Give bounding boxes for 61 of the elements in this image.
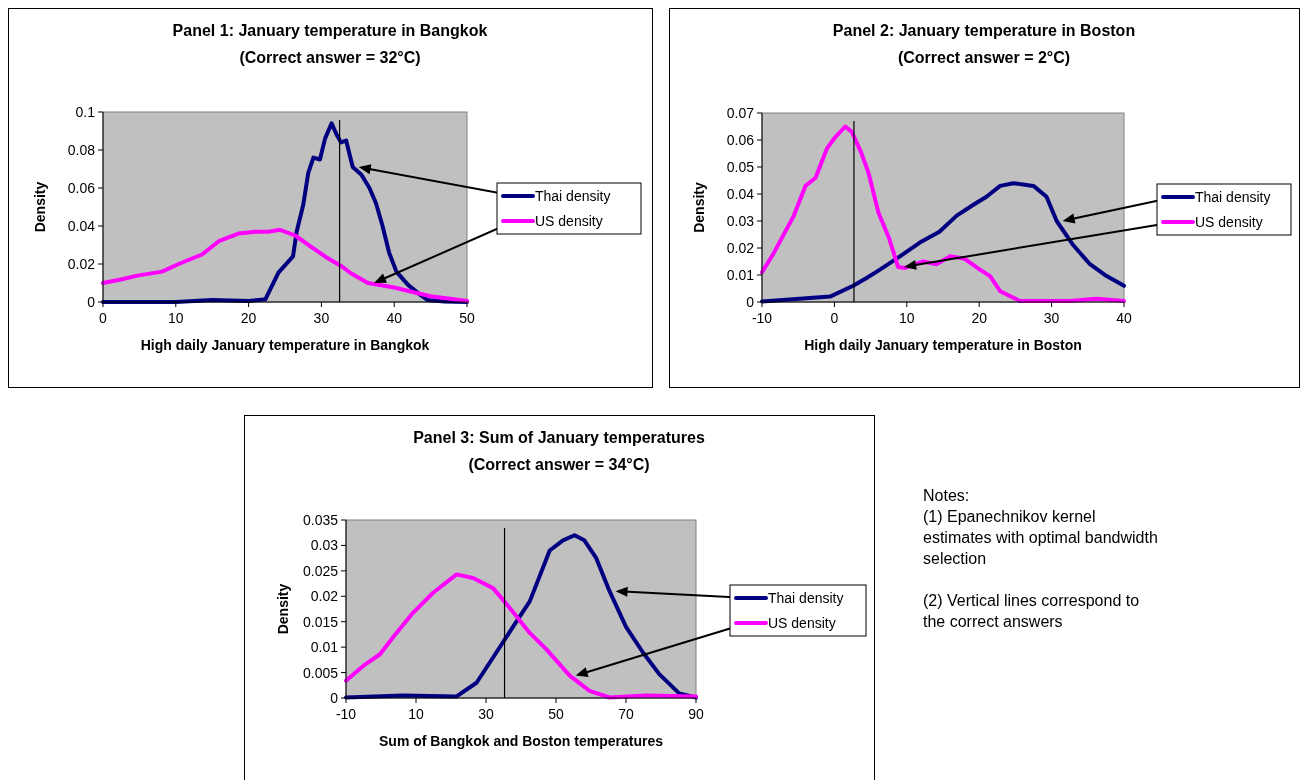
y-tick-label: 0 [746,294,755,310]
y-tick-label: 0.1 [75,104,96,120]
x-tick-label: 30 [1043,310,1060,326]
legend-label: Thai density [535,188,611,204]
x-tick-label: 30 [478,706,494,722]
chart-subtitle: (Correct answer = 2°C) [897,49,1071,66]
y-tick-label: 0.08 [67,142,96,158]
text: (1) Epanechnikov kernel estimates with optimal bandwidth selection [923,508,1158,567]
y-tick-label: 0.025 [302,562,339,579]
y-tick-label: 0.02 [726,240,755,256]
y-axis-title: Density [275,583,291,635]
x-tick-label: 70 [618,706,634,722]
y-tick-label: 0.03 [726,213,755,229]
y-tick-label: 0.07 [726,105,755,121]
y-tick-label: 0.02 [310,588,339,605]
y-tick-label: 0.06 [67,180,96,196]
y-tick-label: 0.04 [726,186,755,202]
x-axis-title: High daily January temperature in Boston [804,337,1082,353]
y-tick-label: 0.04 [67,218,96,234]
x-tick-label: 50 [548,706,564,722]
x-tick-label: 20 [240,310,257,326]
x-tick-label: 40 [1116,310,1132,326]
chart-title: Panel 2: January temperature in Boston [832,22,1136,39]
text: Notes: [923,487,970,504]
chart-subtitle: (Correct answer = 34°C) [468,456,650,473]
x-tick-label: 90 [688,706,704,722]
legend-label: Thai density [1195,189,1271,205]
x-tick-label: 30 [313,310,330,326]
y-tick-label: 0.035 [302,512,339,528]
legend-label: US density [1195,214,1263,230]
x-tick-label: 50 [459,310,475,326]
y-tick-label: 0 [330,690,339,706]
y-tick-label: 0.03 [310,537,339,554]
x-tick-label: 20 [971,310,988,326]
chart-title: Panel 1: January temperature in Bangkok [172,22,488,39]
x-tick-label: -10 [751,310,773,326]
x-axis-title: High daily January temperature in Bangkok [140,337,430,353]
y-axis-title: Density [32,181,48,233]
x-tick-label: 10 [899,310,915,326]
y-tick-label: 0.06 [726,132,755,148]
y-tick-label: 0.015 [302,613,339,630]
chart-subtitle: (Correct answer = 32°C) [239,49,421,66]
legend-label: US density [535,213,603,229]
x-tick-label: 40 [386,310,403,326]
y-tick-label: 0.005 [302,664,339,681]
x-tick-label: 0 [99,310,108,326]
x-tick-label: 10 [168,310,184,326]
y-tick-label: 0.05 [726,159,755,175]
x-tick-label: -10 [335,706,357,722]
legend-label: US density [768,615,836,631]
y-axis-title: Density [691,182,707,233]
chart-title: Panel 3: Sum of January temperatures [413,429,705,446]
text: (2) Vertical lines correspond to the correct answers [923,592,1140,630]
x-tick-label: 0 [830,310,839,326]
legend-label: Thai density [768,590,844,606]
y-tick-label: 0.02 [67,256,96,272]
y-tick-label: 0 [87,294,96,310]
x-tick-label: 10 [408,706,424,722]
y-tick-label: 0.01 [726,267,755,283]
x-axis-title: Sum of Bangkok and Boston temperatures [379,733,664,749]
y-tick-label: 0.01 [310,639,339,656]
